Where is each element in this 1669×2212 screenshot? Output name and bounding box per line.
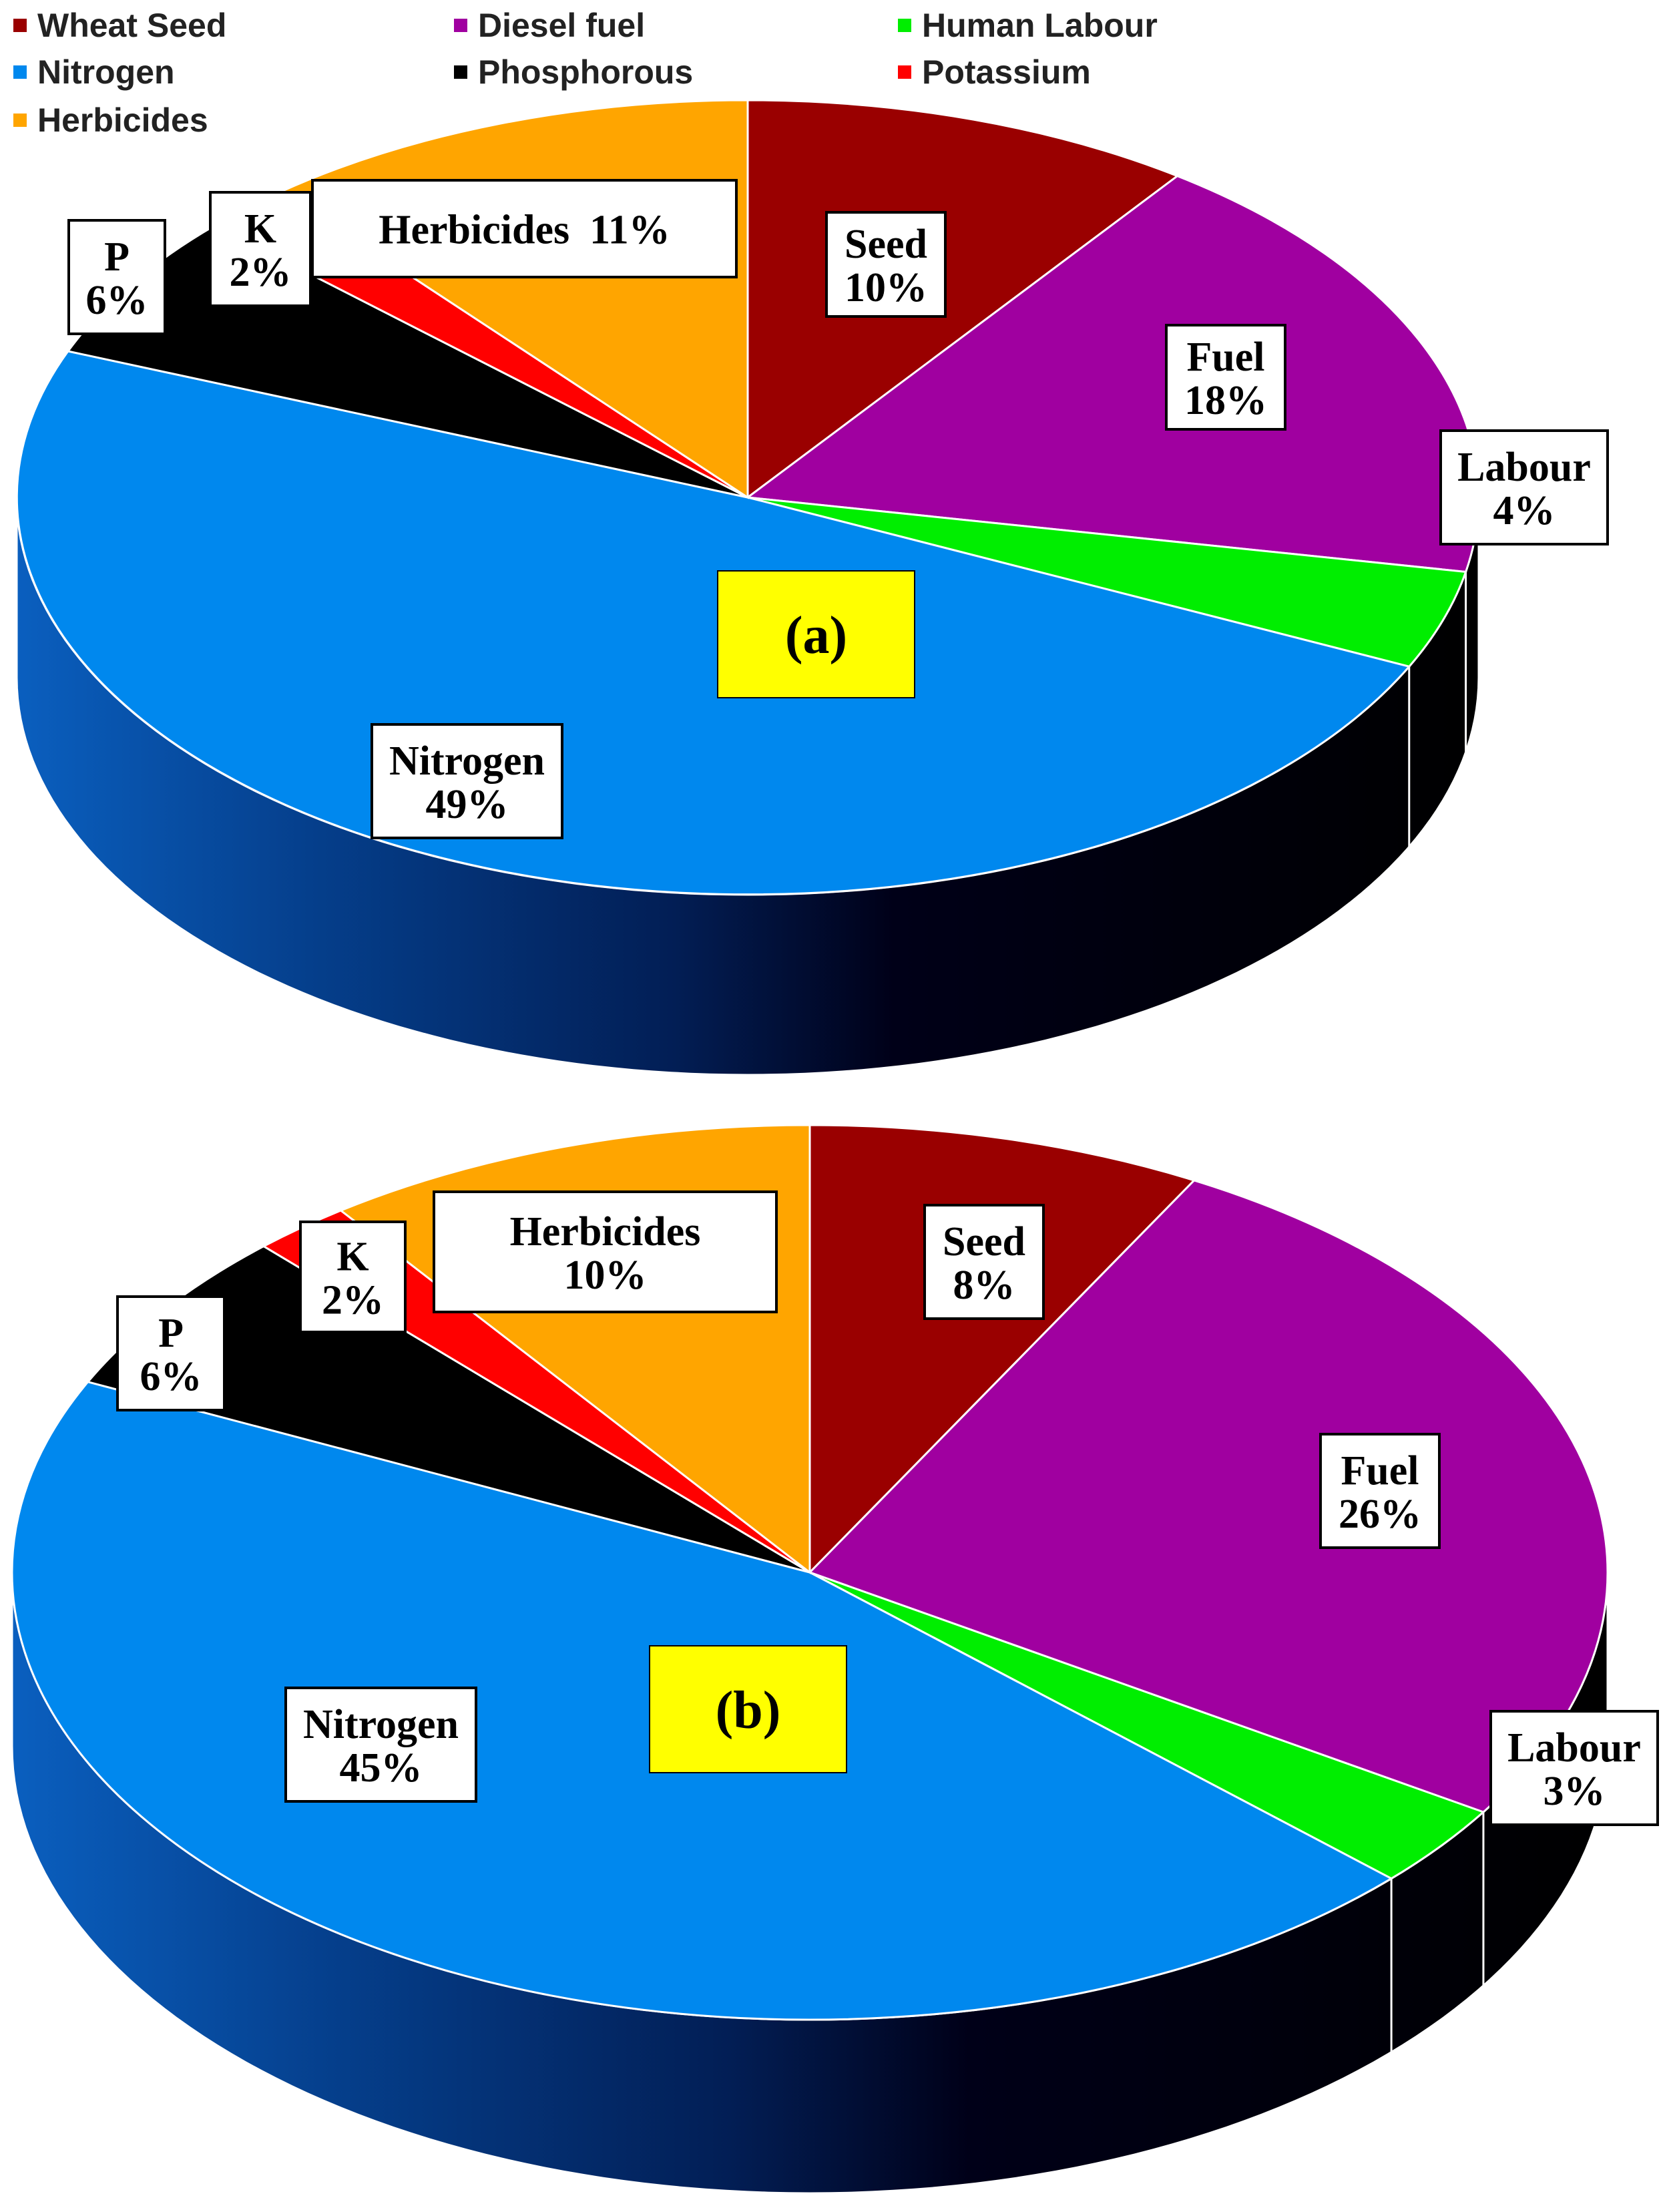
data-label-box: [209, 191, 312, 307]
chart-legend: Wheat Seed Diesel fuel Human Labour Nitr…: [0, 0, 1669, 147]
pie-slice-seed: [746, 99, 1180, 499]
legend-label: Human Labour: [922, 7, 1158, 44]
legend-label: Phosphorous: [478, 53, 694, 91]
data-label-value: 26%: [1339, 1492, 1421, 1537]
data-label-category: P: [104, 234, 130, 280]
legend-swatch: [898, 65, 911, 79]
data-label-herbicides: Herbicides 11%: [311, 179, 738, 278]
data-label-box: [67, 219, 166, 335]
data-label-value: 10%: [564, 1253, 647, 1298]
legend-item-phosphorous: Phosphorous: [454, 52, 693, 92]
data-label-category: Fuel: [1186, 335, 1264, 380]
data-label-category: Seed: [943, 1219, 1025, 1265]
pie-slice-nitrogen: [15, 350, 1411, 896]
data-label-category: Fuel: [1341, 1448, 1419, 1494]
data-label-value: 4%: [1493, 488, 1556, 533]
data-label-k: K2%: [209, 191, 312, 307]
data-label-category: Labour: [1457, 445, 1591, 490]
data-label-box: [825, 211, 947, 318]
data-label-p: P6%: [116, 1295, 226, 1411]
legend-item-diesel-fuel: Diesel fuel: [454, 5, 645, 45]
panel-label-box: [649, 1645, 847, 1773]
legend-label: Nitrogen: [37, 53, 175, 91]
data-label-category: P: [158, 1311, 184, 1356]
data-label-value: 10%: [845, 265, 927, 310]
data-label-category: Herbicides: [379, 208, 569, 253]
data-label-value: 3%: [1543, 1769, 1606, 1814]
legend-item-potassium: Potassium: [898, 52, 1091, 92]
data-label-text: Herbicides 11%: [379, 208, 670, 253]
legend-swatch: [454, 19, 467, 32]
data-label-box: [433, 1190, 778, 1313]
legend-item-human-labour: Human Labour: [898, 5, 1158, 45]
legend-item-nitrogen: Nitrogen: [13, 52, 175, 92]
legend-label: Herbicides: [37, 101, 208, 139]
data-label-box: [1165, 324, 1286, 431]
pie-chart-b: Seed8%Fuel26%Labour3%Nitrogen45%P6%K2%He…: [11, 1124, 1659, 2195]
data-label-value: 2%: [230, 250, 292, 295]
data-label-category: Nitrogen: [389, 738, 545, 784]
data-label-value: 18%: [1184, 378, 1267, 423]
data-label-category: Labour: [1507, 1725, 1641, 1771]
pie-slice-labour: [747, 496, 1467, 668]
panel-label-text: (b): [716, 1681, 781, 1740]
data-label-box: [284, 1687, 477, 1803]
data-label-category: Nitrogen: [303, 1702, 459, 1747]
legend-swatch: [454, 65, 467, 79]
data-label-box: [299, 1221, 407, 1333]
data-label-category: Seed: [845, 222, 927, 267]
data-label-k: K2%: [299, 1221, 407, 1333]
legend-label: Wheat Seed: [37, 7, 227, 44]
panel-label-text: (a): [785, 606, 847, 665]
pie-slice-seed: [808, 1124, 1196, 1575]
legend-swatch: [13, 19, 27, 32]
data-label-value: 45%: [340, 1745, 423, 1791]
panel-label: (a): [717, 570, 915, 698]
legend-swatch: [898, 19, 911, 32]
data-label-box: [1489, 1710, 1659, 1826]
data-label-category: Herbicides: [510, 1209, 701, 1255]
legend-swatch: [13, 114, 27, 127]
data-label-value: 11%: [589, 208, 670, 253]
legend-item-wheat-seed: Wheat Seed: [13, 5, 226, 45]
data-label-value: 8%: [953, 1263, 1015, 1308]
data-label-value: 6%: [86, 278, 148, 323]
panel-label-box: [717, 570, 915, 698]
data-label-box: [1319, 1433, 1441, 1549]
data-label-value: 49%: [426, 782, 509, 827]
legend-swatch: [13, 65, 27, 79]
legend-label: Potassium: [922, 53, 1091, 91]
data-label-category: K: [336, 1235, 369, 1280]
data-label-value: 2%: [322, 1278, 384, 1323]
data-label-category: K: [244, 206, 276, 252]
legend-label: Diesel fuel: [478, 7, 646, 44]
panel-label: (b): [649, 1645, 847, 1773]
data-label-box: [311, 179, 738, 278]
data-label-box: [116, 1295, 226, 1411]
legend-item-herbicides: Herbicides: [13, 100, 208, 140]
data-label-p: P6%: [67, 219, 166, 335]
data-label-value: 6%: [140, 1354, 202, 1399]
data-label-box: [1439, 429, 1609, 545]
data-label-box: [371, 723, 563, 839]
data-label-box: [923, 1204, 1045, 1320]
